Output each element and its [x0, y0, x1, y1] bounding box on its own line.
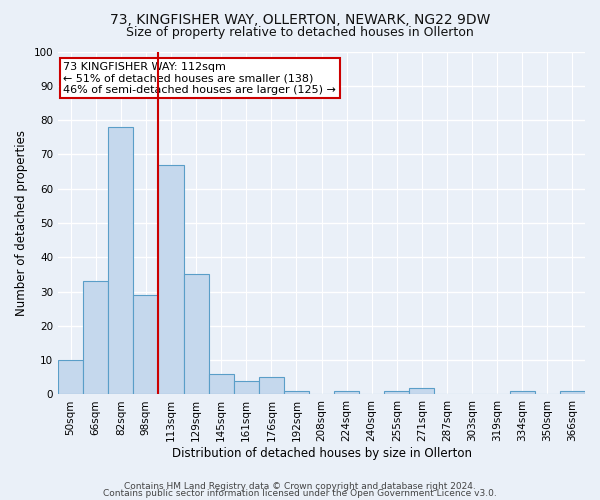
- Y-axis label: Number of detached properties: Number of detached properties: [15, 130, 28, 316]
- Bar: [334, 391, 359, 394]
- Bar: [209, 374, 233, 394]
- Text: Contains public sector information licensed under the Open Government Licence v3: Contains public sector information licen…: [103, 489, 497, 498]
- Bar: [184, 274, 209, 394]
- Bar: [133, 295, 158, 394]
- Text: Contains HM Land Registry data © Crown copyright and database right 2024.: Contains HM Land Registry data © Crown c…: [124, 482, 476, 491]
- Bar: [233, 380, 259, 394]
- Bar: [259, 378, 284, 394]
- Bar: [83, 282, 108, 395]
- Text: 73 KINGFISHER WAY: 112sqm
← 51% of detached houses are smaller (138)
46% of semi: 73 KINGFISHER WAY: 112sqm ← 51% of detac…: [64, 62, 336, 95]
- Text: Size of property relative to detached houses in Ollerton: Size of property relative to detached ho…: [126, 26, 474, 39]
- Bar: [284, 391, 309, 394]
- Bar: [158, 164, 184, 394]
- Bar: [58, 360, 83, 394]
- Bar: [108, 127, 133, 394]
- Bar: [384, 391, 409, 394]
- Bar: [510, 391, 535, 394]
- Bar: [560, 391, 585, 394]
- Text: 73, KINGFISHER WAY, OLLERTON, NEWARK, NG22 9DW: 73, KINGFISHER WAY, OLLERTON, NEWARK, NG…: [110, 12, 490, 26]
- X-axis label: Distribution of detached houses by size in Ollerton: Distribution of detached houses by size …: [172, 447, 472, 460]
- Bar: [409, 388, 434, 394]
